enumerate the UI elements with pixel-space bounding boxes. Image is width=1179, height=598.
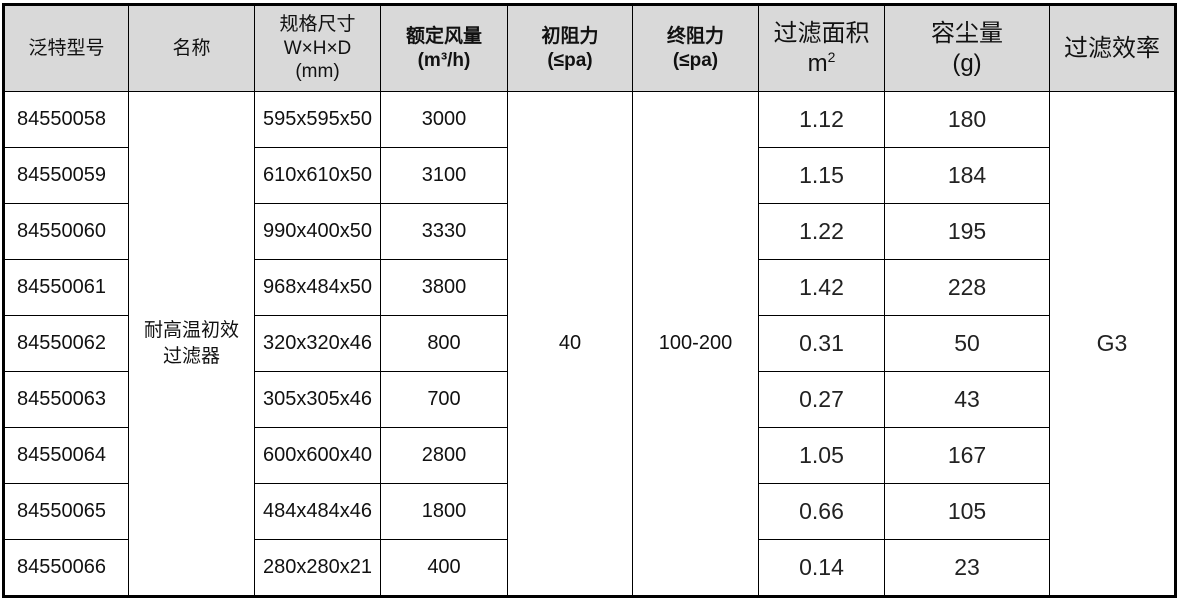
header-model: 泛特型号: [3, 4, 129, 92]
header-final-line2: (≤pa): [672, 49, 719, 71]
cell-dust-capacity: 43: [884, 371, 1050, 428]
header-init-line2: (≤pa): [547, 49, 593, 71]
header-dust-line2: (g): [952, 49, 982, 77]
cell-filter-area: 0.31: [758, 315, 885, 372]
cell-airflow: 700: [380, 371, 508, 428]
header-area-line1: 过滤面积: [773, 19, 870, 47]
header-airflow-line2: (m³/h): [417, 49, 471, 71]
header-size: 规格尺寸 W×H×D (mm): [254, 4, 381, 92]
header-final-resistance: 终阻力 (≤pa): [632, 4, 759, 92]
cell-airflow: 1800: [380, 483, 508, 540]
cell-filter-area: 0.66: [758, 483, 885, 540]
cell-filter-area: 1.22: [758, 203, 885, 260]
header-area-line2: m: [807, 49, 828, 77]
cell-filter-area: 1.42: [758, 259, 885, 316]
header-init-line1: 初阻力: [541, 25, 599, 47]
cell-airflow: 400: [380, 539, 508, 597]
cell-airflow: 3800: [380, 259, 508, 316]
cell-model: 84550060: [3, 203, 129, 260]
cell-size: 600x600x40: [254, 427, 381, 484]
cell-model: 84550065: [3, 483, 129, 540]
cell-airflow: 800: [380, 315, 508, 372]
cell-filter-area: 1.15: [758, 147, 885, 204]
table-row: 84550061 968x484x50 3800 1.42 228: [3, 259, 1176, 316]
cell-name-line2: 过滤器: [162, 345, 220, 367]
cell-model: 84550063: [3, 371, 129, 428]
cell-dust-capacity: 195: [884, 203, 1050, 260]
cell-dust-capacity: 23: [884, 539, 1050, 597]
table-row: 84550059 610x610x50 3100 1.15 184: [3, 147, 1176, 204]
cell-dust-capacity: 50: [884, 315, 1050, 372]
header-airflow: 额定风量 (m³/h): [380, 4, 508, 92]
cell-airflow: 3000: [380, 91, 508, 148]
header-final-line1: 终阻力: [666, 25, 724, 47]
header-dust-capacity: 容尘量 (g): [884, 4, 1050, 92]
header-initial-resistance: 初阻力 (≤pa): [507, 4, 633, 92]
cell-airflow: 3330: [380, 203, 508, 260]
cell-size: 320x320x46: [254, 315, 381, 372]
header-dust-line1: 容尘量: [931, 19, 1003, 47]
cell-size: 280x280x21: [254, 539, 381, 597]
cell-dust-capacity: 105: [884, 483, 1050, 540]
cell-airflow: 2800: [380, 427, 508, 484]
filter-spec-table: 泛特型号 名称 规格尺寸 W×H×D (mm) 额定风量 (m³/h) 初阻力 …: [2, 3, 1177, 598]
cell-model: 84550061: [3, 259, 129, 316]
cell-name-line1: 耐高温初效: [143, 319, 239, 341]
cell-airflow: 3100: [380, 147, 508, 204]
cell-name: 耐高温初效 过滤器: [128, 91, 255, 597]
cell-initial-resistance: 40: [507, 91, 633, 597]
cell-size: 990x400x50: [254, 203, 381, 260]
header-size-line3: (mm): [295, 61, 340, 83]
table-row: 84550064 600x600x40 2800 1.05 167: [3, 427, 1176, 484]
cell-model: 84550062: [3, 315, 129, 372]
cell-filter-area: 0.14: [758, 539, 885, 597]
header-name: 名称: [128, 4, 255, 92]
cell-dust-capacity: 180: [884, 91, 1050, 148]
header-filter-area: 过滤面积 m2: [758, 4, 885, 92]
cell-size: 305x305x46: [254, 371, 381, 428]
header-efficiency: 过滤效率: [1049, 4, 1176, 92]
cell-model: 84550066: [3, 539, 129, 597]
header-size-line2: W×H×D: [283, 37, 352, 59]
cell-model: 84550059: [3, 147, 129, 204]
cell-size: 484x484x46: [254, 483, 381, 540]
cell-dust-capacity: 184: [884, 147, 1050, 204]
cell-filter-area: 0.27: [758, 371, 885, 428]
header-size-line1: 规格尺寸: [279, 13, 356, 35]
cell-dust-capacity: 228: [884, 259, 1050, 316]
cell-size: 610x610x50: [254, 147, 381, 204]
table-row: 84550062 320x320x46 800 0.31 50: [3, 315, 1176, 372]
cell-size: 595x595x50: [254, 91, 381, 148]
table-row: 84550066 280x280x21 400 0.14 23: [3, 539, 1176, 597]
table-row: 84550058 耐高温初效 过滤器 595x595x50 3000 40 100-200 1…: [3, 91, 1176, 597]
cell-dust-capacity: 167: [884, 427, 1050, 484]
header-area-sup: 2: [827, 48, 836, 65]
cell-filter-area: 1.12: [758, 91, 885, 148]
header-airflow-line1: 额定风量: [405, 25, 482, 47]
header-row: 泛特型号 名称 规格尺寸 W×H×D (mm) 额定风量 (m³/h) 初阻力 …: [3, 4, 1176, 92]
header-area-unit: m2: [760, 48, 884, 79]
cell-model: 84550058: [3, 91, 129, 148]
cell-model: 84550064: [3, 427, 129, 484]
cell-size: 968x484x50: [254, 259, 381, 316]
cell-filter-area: 1.05: [758, 427, 885, 484]
cell-efficiency: G3: [1049, 91, 1176, 597]
cell-final-resistance: 100-200: [632, 91, 759, 597]
table-row: 84550060 990x400x50 3330 1.22 195: [3, 203, 1176, 260]
